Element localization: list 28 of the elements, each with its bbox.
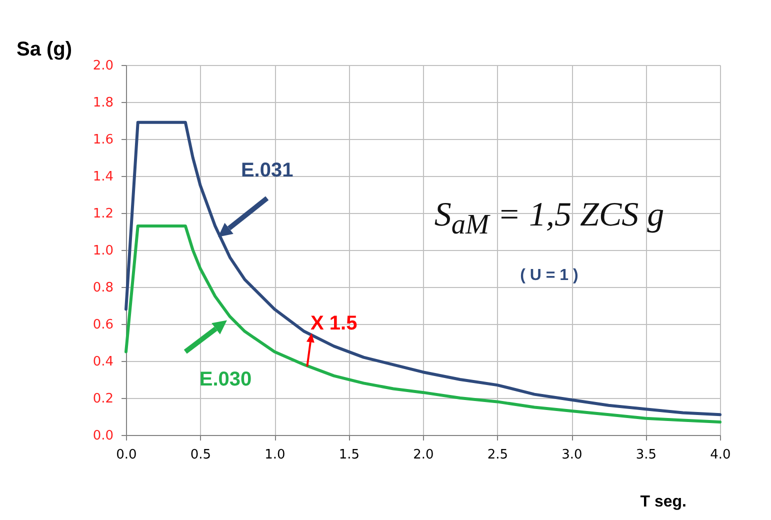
x-tick-label: 4.0 (710, 448, 731, 462)
x-tick-label: 2.5 (487, 448, 508, 462)
series-label: E.031 (240, 159, 294, 182)
y-tick-label: 0.8 (92, 280, 114, 296)
x-axis-title: T seg. (640, 494, 686, 510)
x-tick-label: 3.0 (562, 448, 582, 462)
annotation: S$_{aM}$ = 1,5 ZCS g (434, 196, 664, 241)
legend-label: E.030 (199, 368, 252, 390)
annotation: ( U = 1 ) (520, 266, 578, 285)
x-tick-label: 0.5 (190, 448, 212, 462)
x-tick-label: 1.0 (264, 448, 286, 462)
line-series (124, 120, 722, 416)
y-tick-label: 0.6 (92, 318, 114, 332)
y-tick-label: 1.4 (92, 170, 114, 184)
x-tick-label: 1.5 (338, 448, 360, 462)
y-tick-label: 0.0 (92, 428, 114, 444)
x-tick-label: 2.0 (413, 448, 434, 462)
y-tick-label: 1.8 (92, 96, 114, 110)
y-tick-label: 0.2 (92, 392, 114, 406)
x-tick-label: 3.5 (636, 448, 657, 462)
y-tick-label: 0.4 (92, 354, 114, 370)
x-tick-label: 0.0 (116, 448, 137, 462)
y-tick-label: 1.6 (92, 132, 114, 148)
annotation: X 1.5 (310, 312, 358, 336)
y-tick-label: 1.2 (92, 206, 114, 222)
y-axis-title: Sa (g) (16, 38, 72, 60)
y-tick-label: 1.0 (92, 244, 114, 258)
y-tick-label: 2.0 (92, 58, 114, 74)
